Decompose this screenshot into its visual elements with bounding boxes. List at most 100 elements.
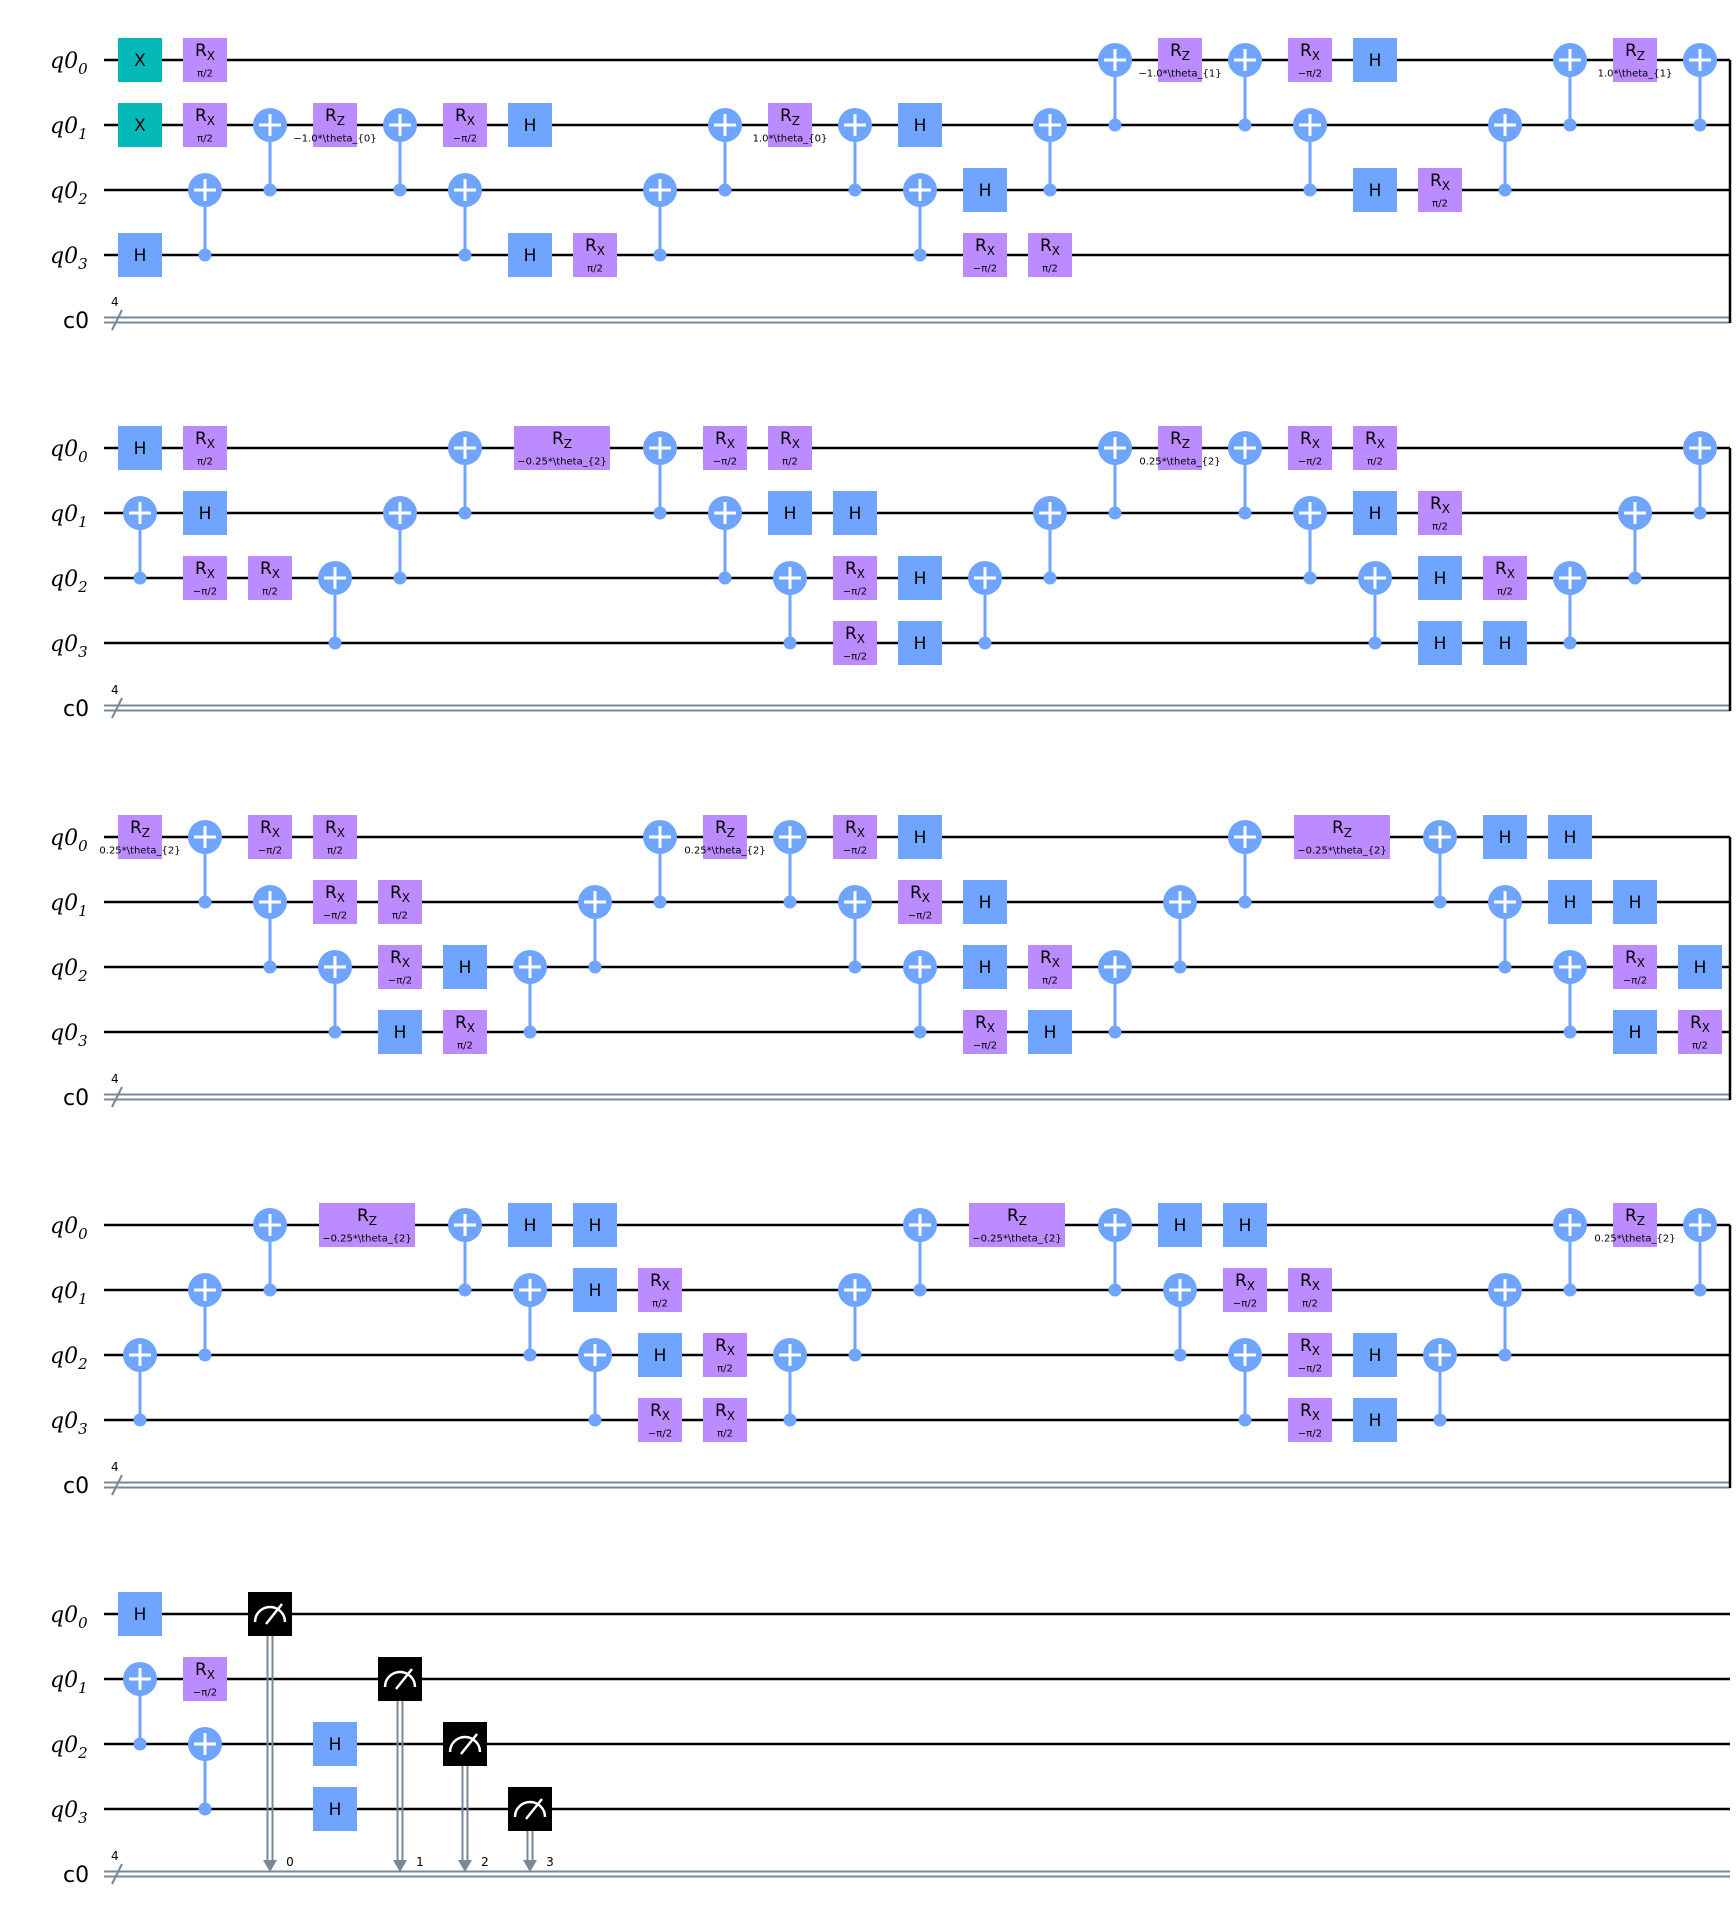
gate-parameter: −π/2 xyxy=(908,911,932,922)
gate-label: H xyxy=(134,246,147,266)
gate-box xyxy=(898,621,942,665)
h-gate: H xyxy=(1353,491,1397,535)
meter-needle xyxy=(460,1733,478,1755)
gate-box xyxy=(1353,1333,1397,1377)
gate-box xyxy=(1294,815,1390,859)
gate-label: RX xyxy=(845,818,865,840)
gate-parameter: −π/2 xyxy=(1298,1364,1322,1375)
classical-bus-slash xyxy=(111,1474,123,1496)
wires: q00 q01 q02 q03 c0 4 xyxy=(50,1214,1732,1499)
cx-gate xyxy=(578,1338,612,1427)
gate-parameter: −0.25*\theta_{2} xyxy=(972,1234,1062,1245)
control-dot xyxy=(913,248,927,262)
gate-label: H xyxy=(979,958,992,978)
measure-gate: 0 xyxy=(248,1592,294,1872)
cx-gate xyxy=(903,950,937,1039)
gate-box xyxy=(1483,556,1527,600)
gate-box xyxy=(508,1203,552,1247)
gate-box xyxy=(118,1592,162,1636)
classical-label: c0 xyxy=(63,697,89,722)
cx-gate xyxy=(1683,1208,1717,1297)
gate-label: H xyxy=(589,1216,602,1236)
control-dot xyxy=(783,895,797,909)
circuit-row-2: q00q01q02q03c04RZ0.25*\theta_{2}RX−π/2RX… xyxy=(50,815,1732,1111)
gate-parameter: −π/2 xyxy=(1298,457,1322,468)
cx-gate xyxy=(448,431,482,520)
gate-parameter: −π/2 xyxy=(973,1041,997,1052)
gate-box xyxy=(313,1787,357,1831)
gate-box xyxy=(833,815,877,859)
gate-box xyxy=(514,426,610,470)
rx-gate: RX −π/2 xyxy=(248,815,292,859)
meter-box xyxy=(508,1787,552,1831)
circuit-row-4: q00 q01 q02 q03 c0 4 H RX −π/2 0 H H 1 2 3 xyxy=(50,1592,1730,1888)
measure-arrow xyxy=(523,1860,537,1872)
gate-label: RX xyxy=(1040,236,1060,258)
classical-label: c0 xyxy=(63,1863,89,1888)
h-gate: H xyxy=(1158,1203,1202,1247)
gate-box xyxy=(768,426,812,470)
gate-label: H xyxy=(1629,893,1642,913)
cx-gate xyxy=(708,496,742,585)
gate-label: RZ xyxy=(1170,429,1190,451)
rz-gate: RZ 0.25*\theta_{2} xyxy=(99,815,181,859)
control-dot xyxy=(1238,506,1252,520)
gate-box xyxy=(638,1333,682,1377)
gate-box xyxy=(703,426,747,470)
rx-gate: RX −π/2 xyxy=(378,945,422,989)
gate-parameter: −π/2 xyxy=(973,264,997,275)
h-gate: H xyxy=(573,1203,617,1247)
circuit-row-3: q00 q01 q02 q03 c0 4 RZ −0.25*\theta_{2} H H H RX π/… xyxy=(50,1203,1732,1499)
gate-box xyxy=(638,1398,682,1442)
meter-needle xyxy=(265,1603,283,1625)
gate-parameter: −π/2 xyxy=(1233,1299,1257,1310)
measure-gate: 1 xyxy=(378,1657,424,1872)
cx-gate xyxy=(1683,43,1717,132)
cx-gate xyxy=(1553,950,1587,1039)
gate-label: H xyxy=(329,1735,342,1755)
gate-box xyxy=(378,1010,422,1054)
rx-gate: RX −π/2 xyxy=(963,233,1007,277)
meter-icon xyxy=(383,1670,417,1688)
gate-box xyxy=(1353,1398,1397,1442)
qubit-label: q00 xyxy=(50,437,88,466)
rz-gate: RZ −1.0*\theta_{0} xyxy=(293,103,377,147)
gate-box xyxy=(1548,880,1592,924)
h-gate: H xyxy=(508,103,552,147)
rx-gate: RX π/2 xyxy=(1418,491,1462,535)
cx-gate xyxy=(1098,1208,1132,1297)
gate-parameter: π/2 xyxy=(652,1299,668,1310)
gate-box xyxy=(1028,1010,1072,1054)
control-dot xyxy=(133,571,147,585)
control-dot xyxy=(1433,1413,1447,1427)
rx-gate: RX π/2 xyxy=(248,556,292,600)
rx-gate: RX −π/2 xyxy=(898,880,942,924)
cx-gate xyxy=(383,108,417,197)
meter-box xyxy=(378,1657,422,1701)
rx-gate: RX −π/2 xyxy=(1288,1333,1332,1377)
wires: q00 q01 q02 q03 c0 4 xyxy=(50,1603,1730,1888)
gate-label: H xyxy=(134,1605,147,1625)
h-gate: H xyxy=(898,103,942,147)
gate-label: RX xyxy=(1495,559,1515,581)
gate-parameter: −1.0*\theta_{0} xyxy=(293,134,376,145)
control-dot xyxy=(1368,636,1382,650)
gate-label: RX xyxy=(975,1013,995,1035)
gate-label: RX xyxy=(650,1271,670,1293)
gate-parameter: π/2 xyxy=(262,587,278,598)
gate-parameter: π/2 xyxy=(1302,1299,1318,1310)
control-dot xyxy=(848,183,862,197)
h-gate: H xyxy=(1548,815,1592,859)
gate-parameter: π/2 xyxy=(327,846,343,857)
rx-gate: RX π/2 xyxy=(183,38,227,82)
rz-gate: RZ 1.0*\theta_{0} xyxy=(753,103,827,147)
gate-label: H xyxy=(1369,181,1382,201)
control-dot xyxy=(1498,960,1512,974)
gate-box xyxy=(183,426,227,470)
cx-gate xyxy=(1553,43,1587,132)
gate-label: H xyxy=(1564,828,1577,848)
control-dot xyxy=(718,183,732,197)
gate-label: RZ xyxy=(1332,818,1352,840)
h-gate: H xyxy=(508,233,552,277)
control-dot xyxy=(1498,1348,1512,1362)
